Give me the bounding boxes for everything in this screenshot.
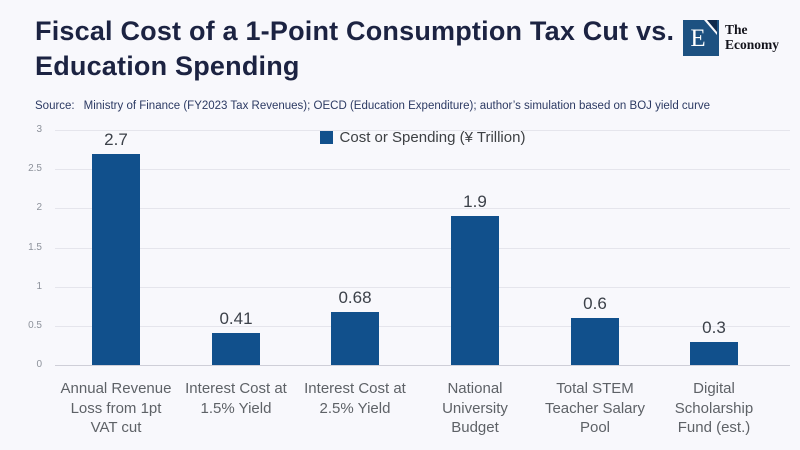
gridline	[55, 208, 790, 210]
category-label-line: Loss from 1pt	[70, 399, 162, 417]
chart-title: Fiscal Cost of a 1-Point Consumption Tax…	[35, 14, 674, 84]
gridline	[55, 365, 790, 366]
title-line-1: Fiscal Cost of a 1-Point Consumption Tax…	[35, 16, 675, 46]
category-label: National University Budget	[404, 379, 546, 438]
bar-value-label: 0.68	[338, 287, 372, 307]
category-label-line: University	[442, 399, 508, 417]
bar-value-label: 0.41	[219, 308, 253, 328]
category-label-line: Pool	[579, 419, 611, 436]
bar-value-label: 0.3	[702, 317, 726, 337]
logo-flag-icon	[707, 20, 717, 32]
logo-word-the: The	[725, 22, 748, 37]
category-label-line: Total STEM	[556, 380, 634, 397]
category-label-line: Fund (est.)	[677, 419, 751, 436]
gridline	[55, 169, 790, 171]
source-text: Ministry of Finance (FY2023 Tax Revenues…	[83, 100, 711, 112]
y-axis-tick-label: 0	[36, 359, 42, 370]
bar	[92, 153, 140, 365]
category-label-line: Annual Revenue	[60, 380, 172, 397]
y-axis-tick-label: 3	[36, 124, 42, 135]
category-label-line: 1.5% Yield	[200, 399, 272, 417]
category-label-line: Interest Cost at	[304, 380, 406, 397]
bar	[212, 332, 260, 365]
y-axis-tick-label: 1	[36, 280, 42, 292]
category-label: Interest Cost at 1.5% Yield	[165, 379, 307, 418]
bar	[571, 318, 619, 365]
logo-word-economy: Economy	[725, 37, 779, 52]
y-axis-tick-label: 1.5	[28, 241, 42, 253]
bar-value-label: 2.7	[104, 129, 128, 149]
category-label-line: Budget	[451, 419, 499, 436]
gridline	[55, 247, 790, 249]
category-label: Interest Cost at 2.5% Yield	[284, 379, 426, 418]
brand-logo: E The Economy	[683, 20, 779, 56]
legend-swatch	[319, 131, 333, 144]
gridline	[55, 286, 790, 288]
category-label-line: Teacher Salary	[544, 399, 646, 417]
y-axis-tick-label: 2.5	[28, 163, 42, 175]
y-axis-tick-label: 2	[36, 202, 42, 214]
chart-legend: Cost or Spending (¥ Trillion)	[55, 129, 790, 146]
category-label-line: Scholarship	[674, 399, 754, 417]
category-label: Annual Revenue Loss from 1pt VAT cut	[45, 379, 187, 438]
category-label-line: VAT cut	[90, 419, 142, 436]
title-line-2: Education Spending	[35, 51, 300, 81]
logo-wordmark: The Economy	[725, 22, 779, 52]
category-label-line: Digital	[693, 380, 735, 397]
legend-label: Cost or Spending (¥ Trillion)	[339, 129, 526, 146]
gridline	[55, 130, 790, 131]
category-label: Digital Scholarship Fund (est.)	[643, 379, 785, 438]
category-label-line: Interest Cost at	[185, 380, 287, 397]
bar-value-label: 1.9	[463, 192, 487, 212]
gridline	[55, 325, 790, 327]
bar-value-label: 0.6	[583, 294, 607, 313]
source-label: Source:	[35, 100, 75, 112]
source-note: Source: Ministry of Finance (FY2023 Tax R…	[35, 100, 710, 112]
logo-mark: E	[683, 20, 719, 56]
bar	[690, 341, 738, 365]
category-label-line: National	[447, 380, 503, 397]
bar	[331, 311, 379, 365]
logo-letter: E	[690, 24, 706, 52]
bar	[451, 216, 499, 365]
y-axis-tick-label: 0.5	[28, 319, 42, 331]
category-label: Total STEM Teacher Salary Pool	[524, 379, 666, 438]
category-label-line: 2.5% Yield	[319, 399, 391, 417]
